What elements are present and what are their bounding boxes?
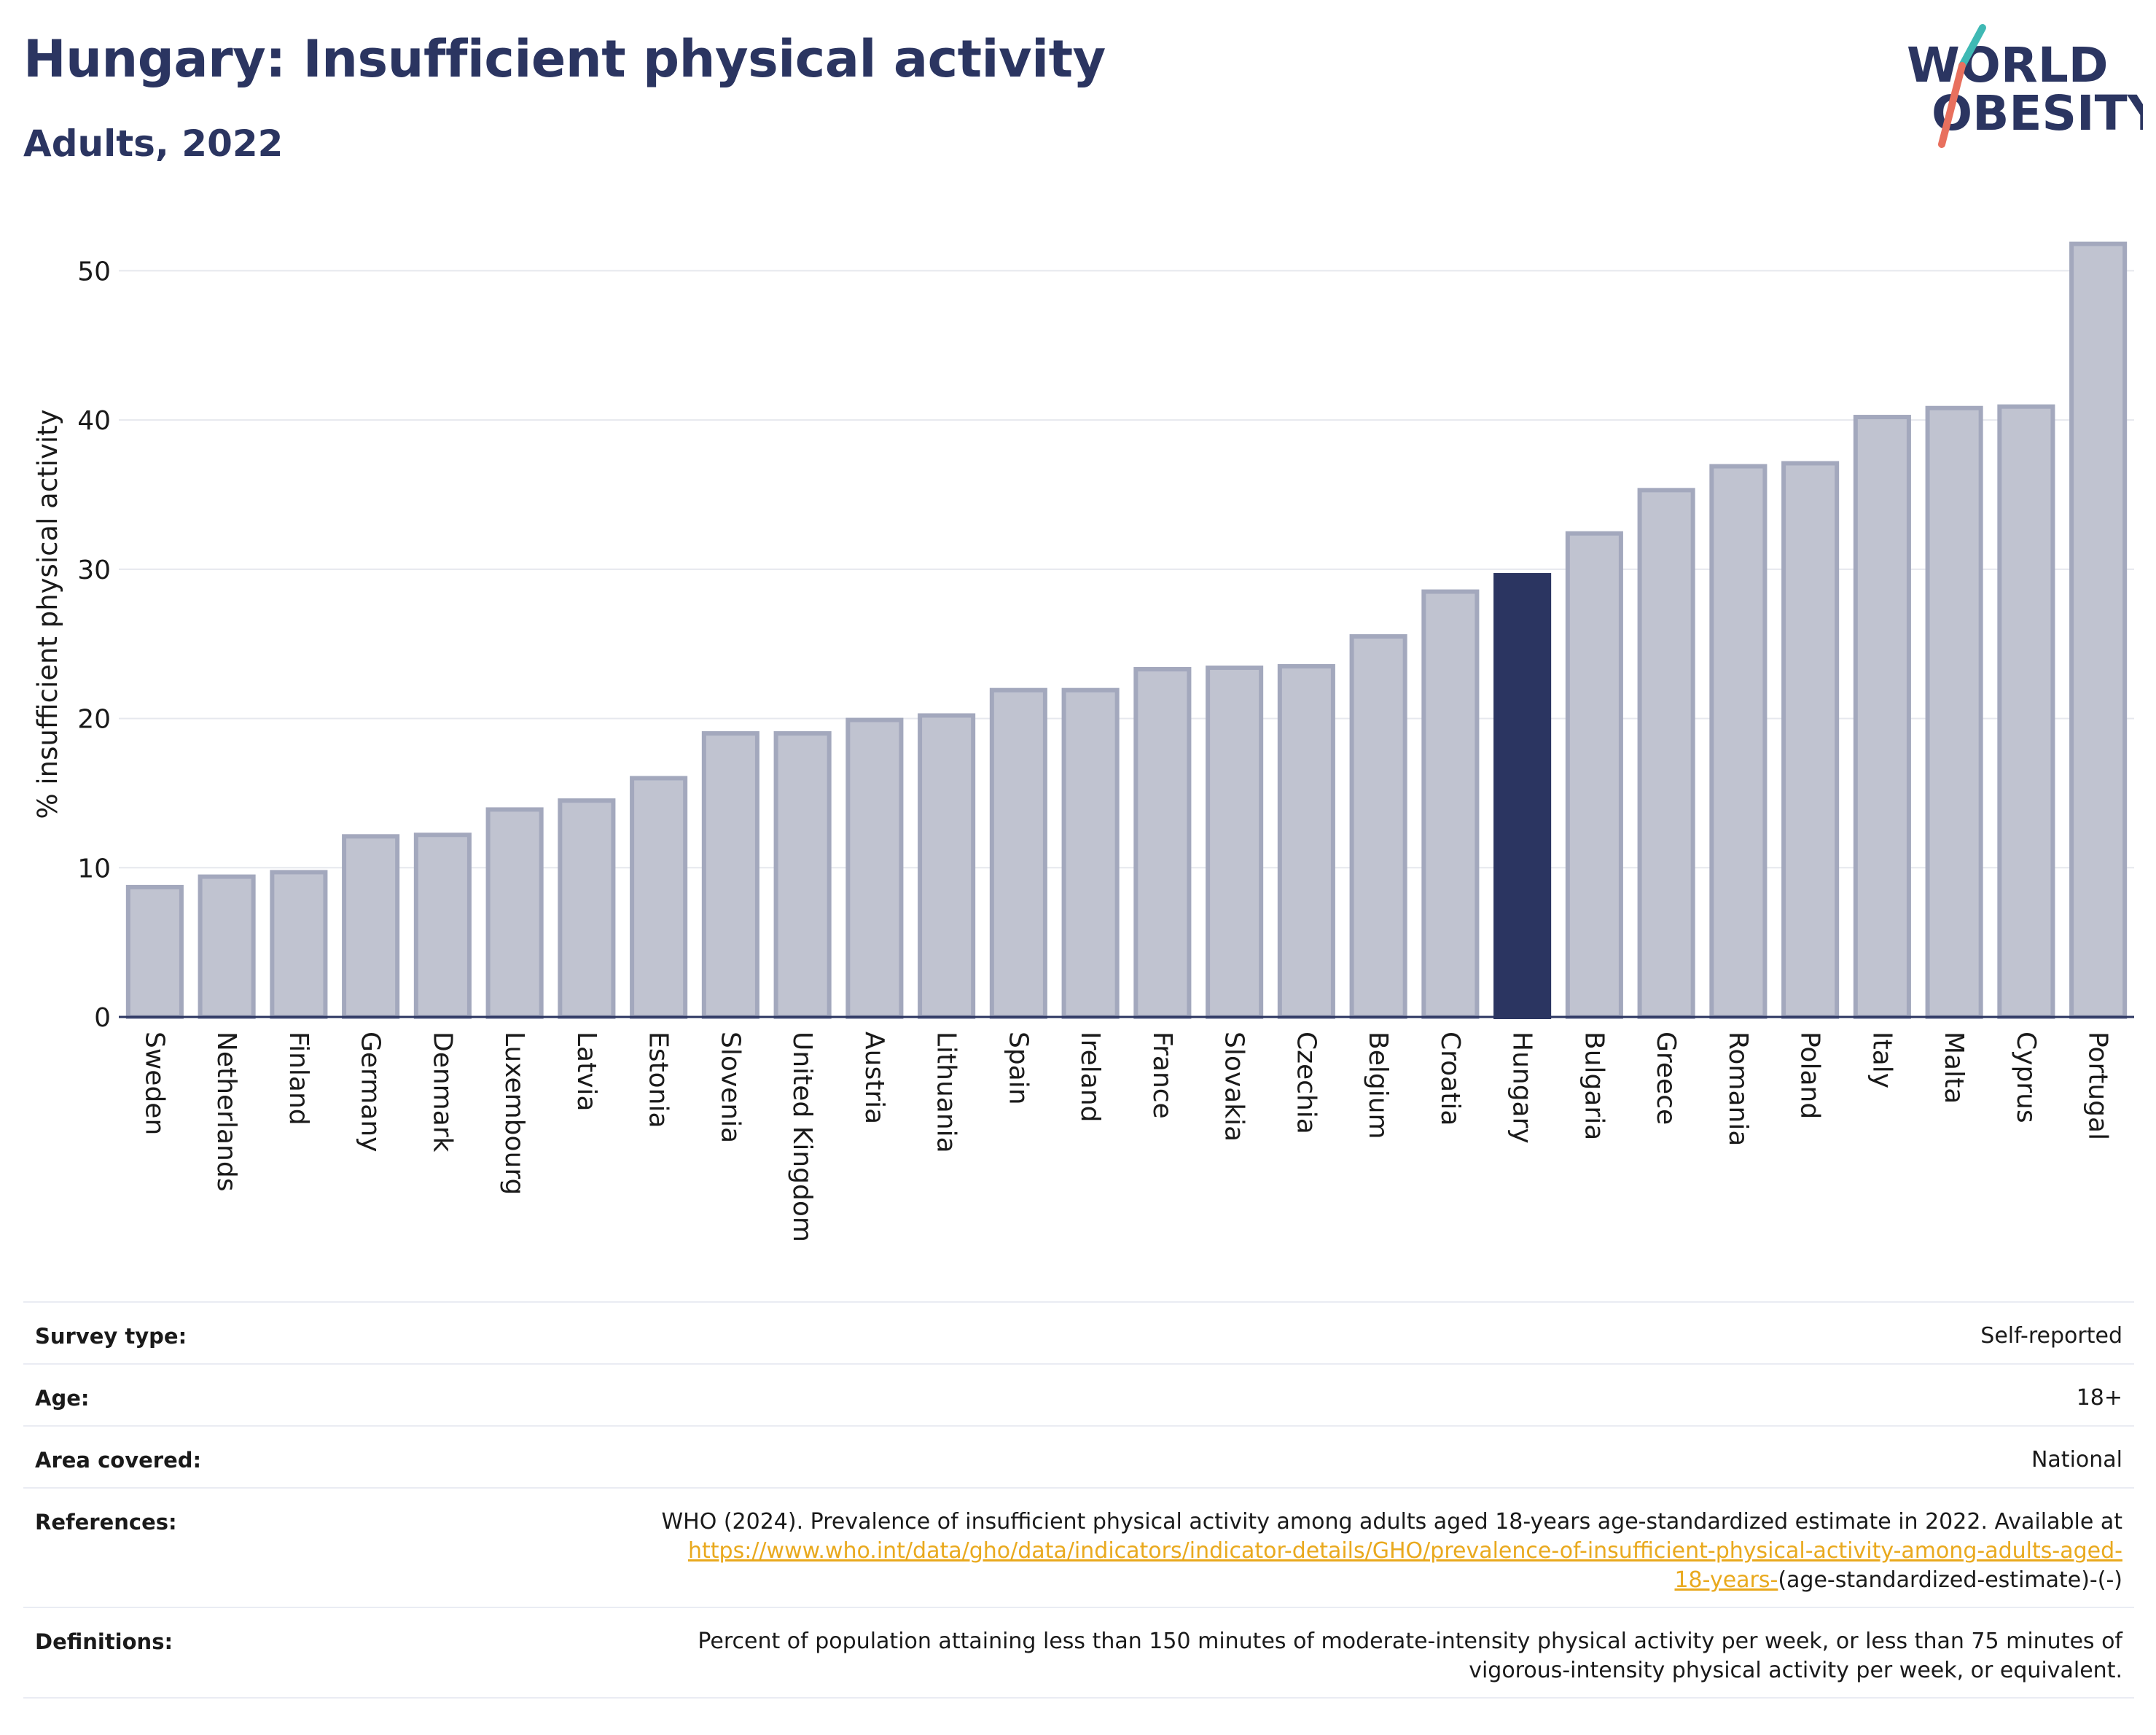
x-tick-label: Luxembourg [499,1032,529,1195]
bar-netherlands [198,874,256,1019]
x-tick-label: Lithuania [931,1032,961,1153]
references-link-tail: (age-standardized-estimate)-(-) [1778,1567,2122,1593]
x-tick-label: Malta [1939,1032,1969,1104]
x-tick-label: Netherlands [211,1032,241,1191]
bar-croatia [1421,589,1480,1019]
x-tick-label: Romania [1723,1032,1753,1146]
bar-romania [1709,464,1768,1019]
definitions-line-2: vigorous-intensity physical activity per… [1469,1658,2122,1683]
x-tick-label: Sweden [139,1032,169,1135]
definitions-label: Definitions: [35,1629,173,1654]
x-tick-label: Latvia [571,1032,601,1112]
x-tick-label: Hungary [1507,1032,1537,1144]
bar-germany [342,834,400,1020]
logo-text-obesity: OBESITY [1932,85,2143,141]
bar-lithuania [918,713,976,1019]
area-row: Area covered: National [23,1426,2134,1488]
x-tick-label: Denmark [427,1032,457,1153]
y-tick-label: 40 [77,406,111,436]
x-tick-labels: Sweden Netherlands Finland Germany Denmark Lu… [139,1032,2112,1242]
x-tick-label: Estonia [644,1032,673,1128]
bar-denmark [413,833,472,1020]
bar-portugal [2069,241,2128,1019]
definitions-row: Definitions: Percent of population attai… [23,1607,2134,1698]
references-value: WHO (2024). Prevalence of insufficient p… [341,1488,2134,1607]
survey-type-label: Survey type: [35,1324,187,1349]
bar-poland [1781,461,1840,1019]
references-row: References: WHO (2024). Prevalence of in… [23,1488,2134,1607]
x-tick-label: Austria [859,1032,889,1124]
logo-slash-teal [1958,24,1986,69]
bar-cyprus [1997,404,2055,1020]
age-label: Age: [35,1386,90,1411]
bar-sweden [125,884,184,1020]
logo-text-world: WORLD [1907,37,2109,93]
bar-ireland [1061,687,1120,1019]
bar-malta [1925,405,1983,1020]
bar-bulgaria [1565,531,1623,1019]
x-tick-label: Finland [284,1032,313,1126]
age-value: 18+ [2076,1385,2122,1411]
y-tick-label: 10 [77,854,111,884]
bar-slovakia [1206,665,1264,1020]
bar-luxembourg [485,807,544,1020]
bar-italy [1853,415,1911,1020]
y-tick-labels: 0 10 20 30 40 50 [77,257,111,1033]
x-tick-label: Slovenia [715,1032,745,1143]
world-obesity-logo: WORLD OBESITY [1907,24,2143,148]
survey-type-row: Survey type: Self-reported [23,1302,2134,1364]
bar-chart: 0 10 20 30 40 50 Sweden Netherlands Finland Germ… [32,241,2134,1242]
x-tick-label: Greece [1651,1032,1681,1125]
bar-france [1133,667,1192,1020]
chart-subtitle: Adults, 2022 [23,122,284,165]
y-tick-label: 50 [77,257,111,286]
age-row: Age: 18+ [23,1364,2134,1426]
bar-slovenia [701,731,759,1019]
references-link-continued[interactable]: 18-years- [1674,1567,1778,1593]
x-tick-label: Cyprus [2011,1032,2041,1123]
bar-hungary [1493,573,1552,1019]
bar-spain [989,687,1047,1019]
references-link[interactable]: https://www.who.int/data/gho/data/indica… [688,1538,2122,1564]
references-text: WHO (2024). Prevalence of insufficient p… [661,1509,2122,1535]
x-tick-label: Spain [1003,1032,1033,1105]
definitions-line-1: Percent of population attaining less tha… [698,1629,2122,1654]
bar-finland [270,870,328,1019]
x-tick-label: Ireland [1075,1032,1105,1123]
metadata-table: Survey type: Self-reported Age: 18+ Area… [23,1301,2134,1699]
bars [125,241,2128,1020]
x-tick-label: Poland [1795,1032,1825,1119]
bar-austria [845,717,904,1019]
bar-belgium [1349,633,1407,1019]
x-tick-label: France [1147,1032,1177,1119]
bar-estonia [630,776,688,1019]
survey-type-value: Self-reported [1980,1323,2122,1349]
x-tick-label: Bulgaria [1579,1032,1609,1140]
y-tick-label: 30 [77,555,111,585]
x-tick-label: Croatia [1435,1032,1465,1126]
bar-latvia [558,798,616,1020]
chart-title: Hungary: Insufficient physical activity [23,29,1106,89]
y-tick-label: 20 [77,705,111,735]
x-tick-label: Italy [1867,1032,1897,1088]
y-axis-label: % insufficient physical activity [32,409,63,819]
area-label: Area covered: [35,1448,202,1473]
definitions-value: Percent of population attaining less tha… [341,1607,2134,1698]
logo-slash-coral [1938,62,1966,148]
bar-czechia [1277,663,1335,1019]
x-tick-label: Slovakia [1219,1032,1249,1142]
y-tick-label: 0 [94,1003,111,1033]
references-label: References: [35,1510,177,1535]
x-tick-label: Germany [356,1032,386,1152]
x-tick-label: United Kingdom [787,1032,817,1242]
x-tick-label: Czechia [1291,1032,1321,1134]
bar-greece [1637,488,1695,1019]
area-value: National [2031,1447,2122,1473]
bar-united-kingdom [773,731,832,1019]
x-tick-label: Belgium [1363,1032,1393,1139]
x-tick-label: Portugal [2083,1032,2113,1140]
